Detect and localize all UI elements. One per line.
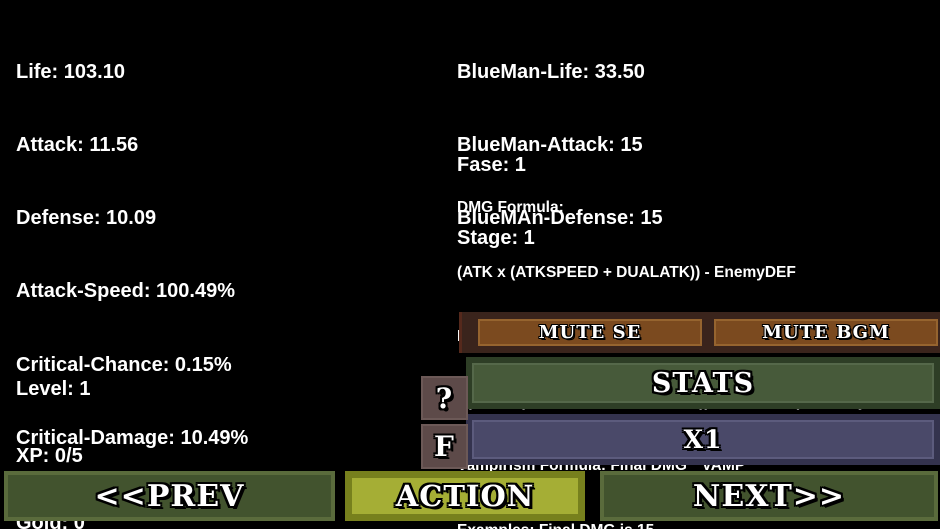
stat-line-blueman-attack: BlueMan-Attack: 15 [457,134,643,157]
stat-line-blueman-defense: BlueMAn-Defense: 15 [457,207,663,230]
help-button[interactable]: ? [421,376,468,420]
action-button-label: ACTION [352,478,578,514]
stat-line-attack: Attack: 11.56 [16,134,139,157]
stat-line-blueman-life: BlueMan-Life: 33.50 [457,60,645,83]
prev-button[interactable]: <<PREV [4,471,335,521]
mute-se-button[interactable]: MUTE SE [478,319,702,346]
stat-line-level: Level: 1 [16,377,91,400]
stat-line-attack-speed: Attack-Speed: 100.49% [16,280,235,303]
stat-line-critical-chance: Critical-Chance: 0.15% [16,353,232,376]
enemy-stats-list: BlueMan-Life: 33.50 BlueMan-Attack: 15 B… [457,11,663,279]
formula-line: (ATK x (ATKSPEED + DUALATK)) - EnemyDEF [457,263,796,281]
speed-x1-button[interactable]: X1 [472,420,934,459]
speed-band: X1 [466,414,940,465]
stats-band: STATS [466,357,940,409]
mute-bgm-button[interactable]: MUTE BGM [714,319,938,346]
stat-line-xp: XP: 0/5 [16,445,83,468]
stat-line-life: Life: 103.10 [16,60,125,83]
mute-strip: MUTE SE MUTE BGM [459,312,940,353]
fast-forward-button[interactable]: F [421,424,468,469]
stats-button[interactable]: STATS [472,363,934,403]
stat-line-defense: Defense: 10.09 [16,207,157,230]
next-button[interactable]: NEXT>> [600,471,938,521]
phase-list: Fase: 1 Stage: 1 [457,104,535,299]
formula-line: DMG Formula: [457,199,564,216]
action-button[interactable]: ACTION [345,471,585,521]
stat-line-stage: Stage: 1 [457,227,535,250]
formula-line: Examples: Final DMG is 15. [457,520,897,529]
stat-line-critical-damage: Critical-Damage: 10.49% [16,426,249,449]
stat-line-fase: Fase: 1 [457,153,526,176]
